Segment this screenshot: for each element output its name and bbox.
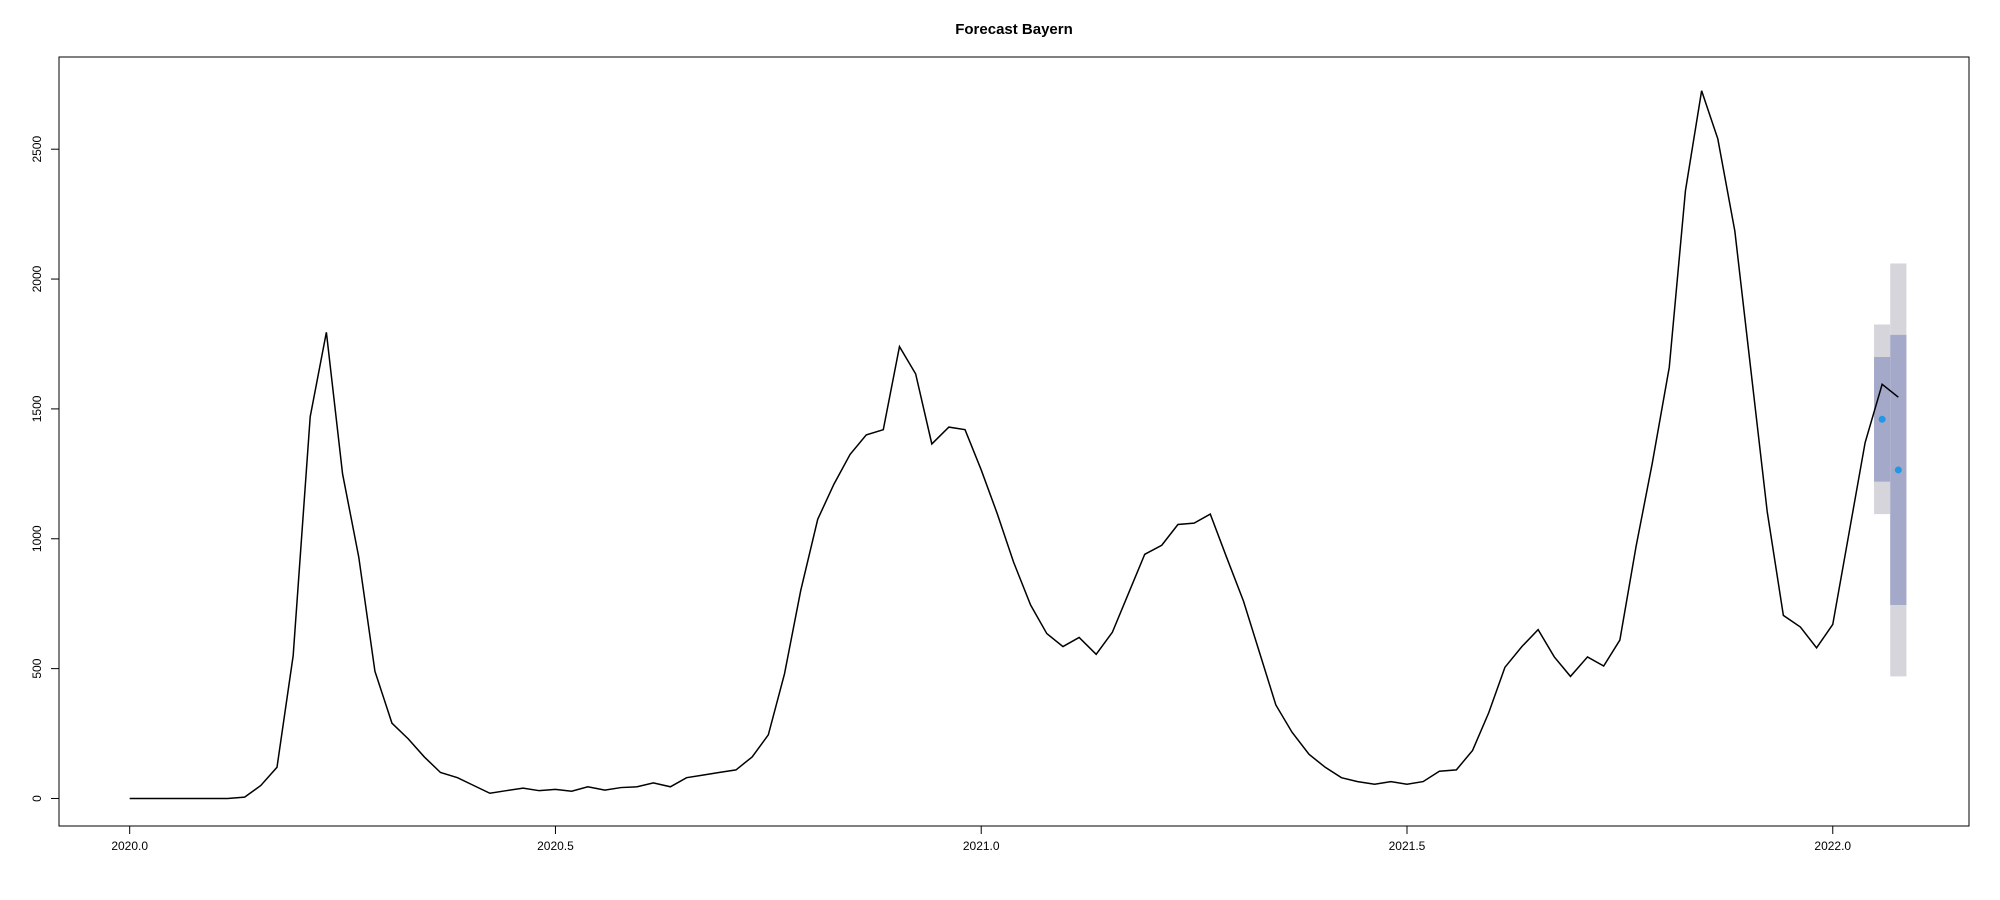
x-tick-label: 2021.0 bbox=[963, 839, 1000, 853]
forecast-point bbox=[1878, 415, 1886, 423]
y-tick-label: 500 bbox=[30, 658, 44, 678]
x-tick-label: 2020.0 bbox=[111, 839, 148, 853]
y-tick-label: 1000 bbox=[30, 525, 44, 552]
forecast-point bbox=[1894, 466, 1902, 474]
x-tick-label: 2022.0 bbox=[1814, 839, 1851, 853]
y-tick-label: 2500 bbox=[30, 136, 44, 163]
x-tick-label: 2020.5 bbox=[537, 839, 574, 853]
y-tick-label: 0 bbox=[30, 795, 44, 802]
y-tick-label: 2000 bbox=[30, 265, 44, 292]
chart-title: Forecast Bayern bbox=[955, 21, 1073, 38]
x-tick-label: 2021.5 bbox=[1389, 839, 1426, 853]
plot-frame bbox=[58, 56, 1970, 827]
y-tick-label: 1500 bbox=[30, 395, 44, 422]
series-line bbox=[129, 90, 1899, 800]
